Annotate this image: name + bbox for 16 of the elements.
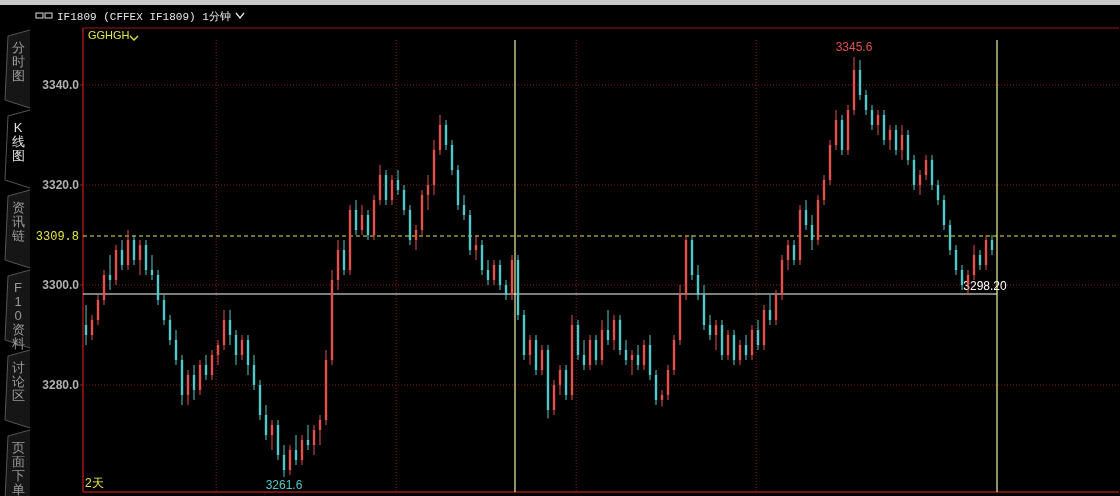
text: 资讯链	[10, 200, 25, 243]
y-tick-label: 3320.0	[42, 178, 80, 192]
y-tick-label: 3300.0	[42, 278, 80, 292]
chart-title: IF1809 (CFFEX IF1809) 1分钟	[57, 11, 231, 23]
text: K线图	[11, 120, 25, 163]
text: 讨论区	[11, 360, 25, 403]
y-tick-label: 3280.0	[42, 378, 80, 392]
text: 分时图	[11, 40, 25, 83]
text: 页面下单	[11, 440, 25, 496]
chart-subtitle: GGHGH	[88, 29, 130, 41]
y-tick-label: 3340.0	[42, 78, 80, 92]
ref-line-label: 3309.8	[35, 230, 79, 244]
text: F10资料	[11, 280, 25, 351]
annotation: 3345.6	[835, 40, 873, 54]
annotation: 3261.6	[265, 478, 303, 492]
annotation: 2天	[85, 476, 104, 490]
